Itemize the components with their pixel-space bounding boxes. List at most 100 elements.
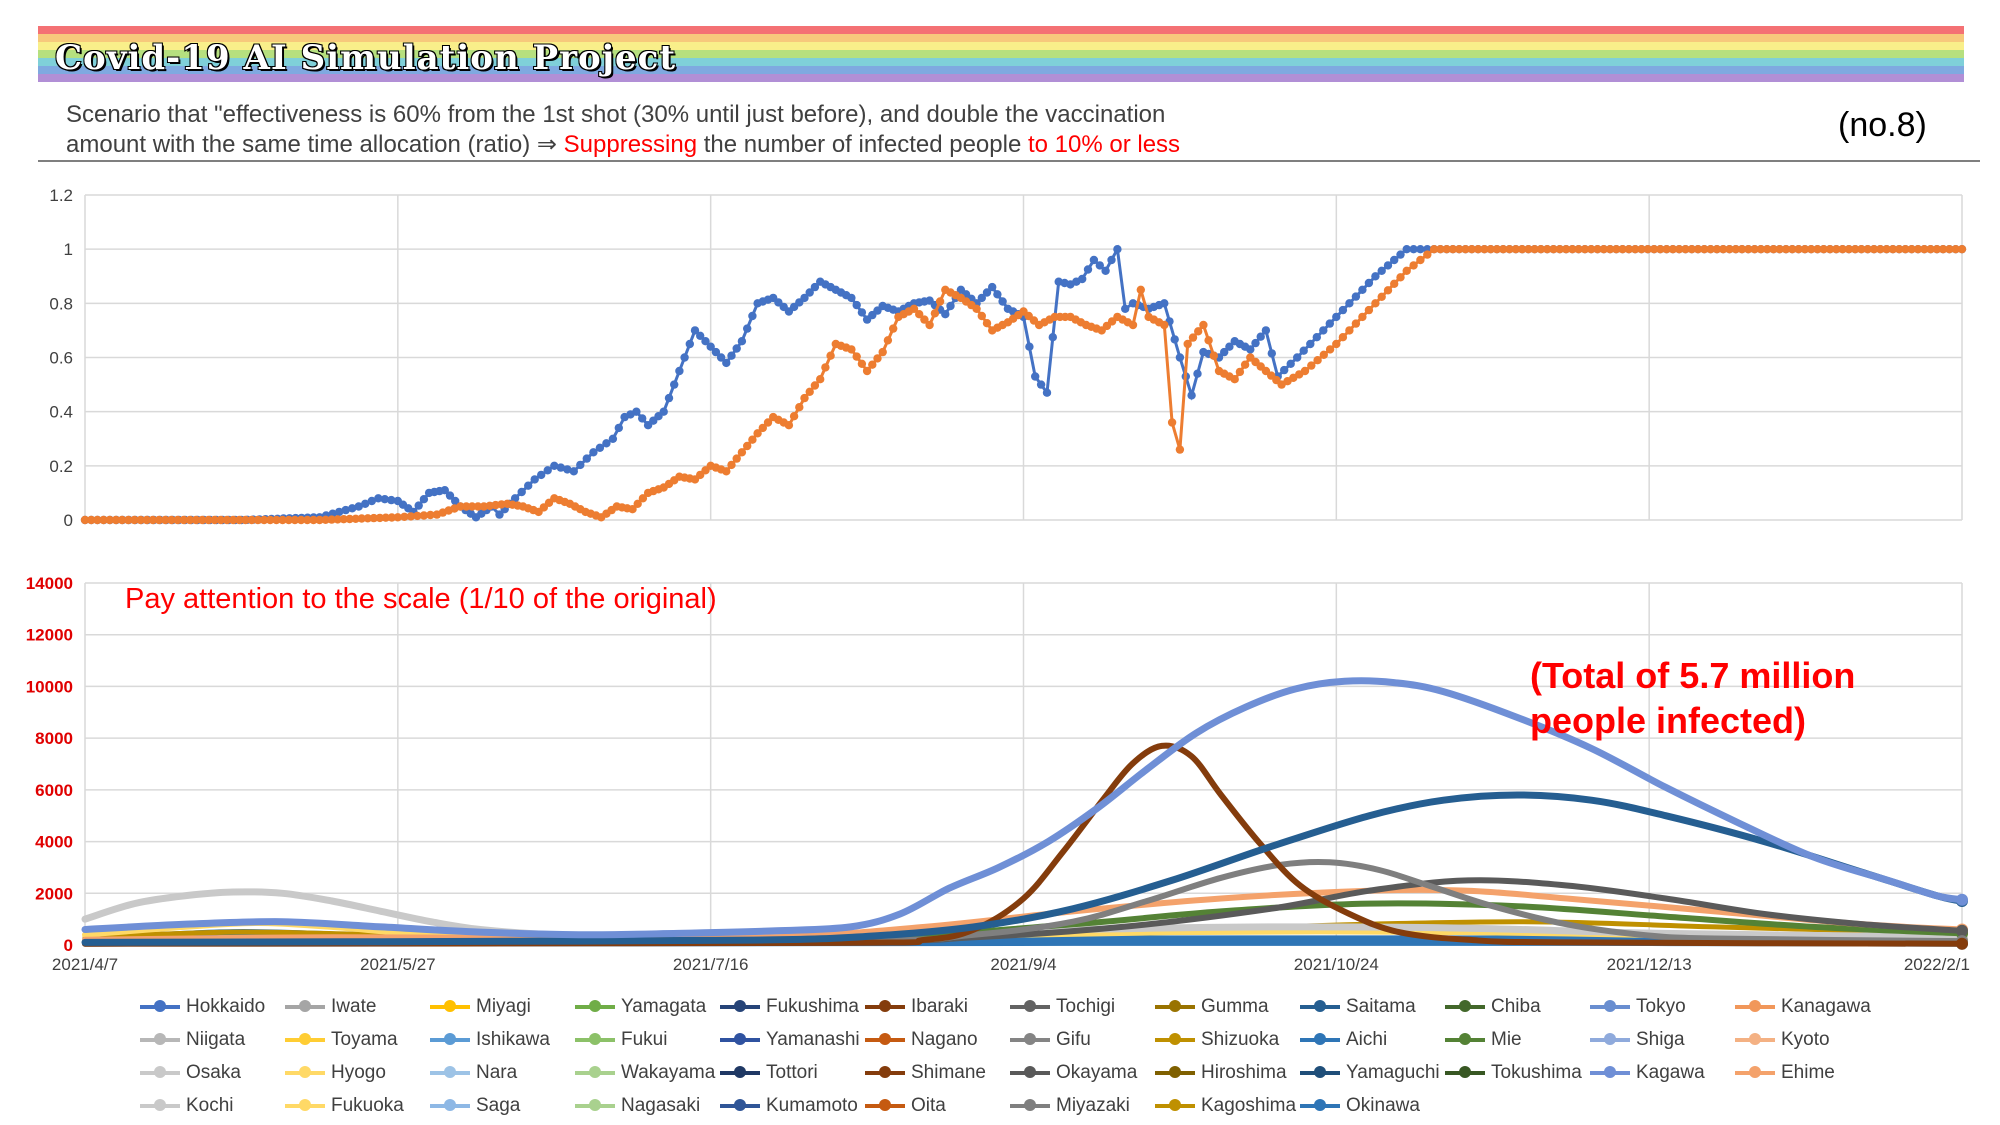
top-series-point <box>737 337 747 346</box>
top-series-point <box>935 297 945 306</box>
legend-item: Osaka <box>140 1059 241 1087</box>
top-series-point <box>1857 245 1866 254</box>
top-series-point <box>941 310 950 319</box>
legend-item: Yamanashi <box>720 1026 860 1054</box>
legend-label: Okinawa <box>1346 1095 1420 1116</box>
rainbow-stripe <box>38 42 1964 50</box>
series-end-marker <box>1956 937 1968 950</box>
top-series-point <box>1101 266 1110 275</box>
top-series-point <box>1299 346 1308 355</box>
top-series-point <box>1869 245 1879 254</box>
top-series-point <box>1128 320 1138 330</box>
legend-swatch <box>1010 1066 1050 1078</box>
bottom-y-tick-label: 12000 <box>26 626 73 645</box>
legend-swatch <box>1155 1000 1195 1012</box>
top-series-point <box>1319 326 1328 335</box>
legend-swatch <box>140 1000 180 1012</box>
top-series-point <box>1631 245 1640 254</box>
legend-swatch <box>1300 1099 1340 1111</box>
legend-item: Nagano <box>865 1026 978 1054</box>
legend-item: Hiroshima <box>1155 1059 1287 1087</box>
header-divider <box>38 160 1980 162</box>
top-series-point <box>1473 245 1483 254</box>
legend-label: Kyoto <box>1781 1029 1830 1050</box>
top-series-point <box>1225 342 1234 351</box>
top-series-point <box>278 515 287 525</box>
legend-label: Chiba <box>1491 996 1541 1017</box>
top-series-point <box>1042 388 1052 397</box>
top-series-point <box>1371 272 1380 281</box>
top-series-point <box>1656 245 1665 254</box>
top-series-point <box>524 481 533 490</box>
top-series-point <box>1612 245 1621 254</box>
top-series-point <box>1332 339 1341 349</box>
top-series-point <box>680 353 689 362</box>
legend-swatch <box>430 1099 470 1111</box>
bottom-y-tick-label: 8000 <box>35 729 73 748</box>
legend-swatch <box>1735 1033 1775 1045</box>
top-series-point <box>117 515 127 525</box>
top-series-point <box>375 513 384 523</box>
top-series-point <box>543 466 552 475</box>
top-series-point <box>259 515 269 525</box>
top-series-point <box>1220 347 1229 357</box>
bottom-y-tick-label: 10000 <box>26 677 73 696</box>
top-series-point <box>706 342 715 351</box>
top-series-point <box>1681 245 1690 254</box>
top-series-point <box>445 491 455 500</box>
bottom-x-tick-label: 2021/9/4 <box>990 955 1056 974</box>
top-series-point <box>1580 245 1590 254</box>
top-series-point <box>852 352 861 361</box>
total-annotation-line-1: (Total of 5.7 million <box>1530 655 1855 696</box>
legend-item: Fukui <box>575 1026 667 1054</box>
top-series-point <box>1480 245 1489 254</box>
top-series-point <box>753 429 762 438</box>
top-series-point <box>357 514 366 523</box>
top-series-point <box>920 315 929 324</box>
legend-label: Kumamoto <box>766 1095 858 1116</box>
top-series-point <box>1402 266 1411 275</box>
top-series-point <box>1524 245 1533 254</box>
bottom-x-tick-label: 2022/2/1 <box>1904 955 1970 974</box>
top-series-point <box>1712 245 1722 254</box>
top-series-point <box>1167 418 1177 427</box>
legend-item: Iwate <box>285 993 376 1021</box>
top-series-point <box>1048 333 1058 342</box>
top-series-point <box>204 515 213 525</box>
top-series-point <box>1383 286 1393 295</box>
legend-label: Saitama <box>1346 996 1416 1017</box>
top-series-point <box>136 515 145 525</box>
top-series-point <box>628 505 637 514</box>
top-series-point <box>406 512 416 521</box>
top-series-point <box>576 460 585 470</box>
top-series-point <box>946 301 955 311</box>
top-series-point <box>348 504 357 513</box>
series-line-saitama <box>81 791 1966 946</box>
top-series-point <box>1499 245 1508 254</box>
legend-item: Gifu <box>1010 1026 1091 1054</box>
legend-item: Chiba <box>1445 993 1541 1021</box>
top-series-point <box>1800 245 1810 254</box>
legend-swatch <box>1155 1099 1195 1111</box>
scenario-highlight-target: to 10% or less <box>1027 131 1181 158</box>
series-end-marker <box>1956 893 1968 906</box>
top-series-point <box>1618 245 1627 254</box>
legend-swatch <box>285 1066 325 1078</box>
top-series-point <box>185 515 195 525</box>
top-series-point <box>1838 245 1847 254</box>
top-series-point <box>235 515 244 525</box>
top-series-point <box>816 375 825 384</box>
legend-label: Shiga <box>1636 1029 1685 1050</box>
legend-label: Osaka <box>186 1062 241 1083</box>
legend-label: Fukuoka <box>331 1095 404 1116</box>
top-chart-series <box>80 244 1967 525</box>
top-series-point <box>367 496 376 506</box>
top-series-point <box>664 393 674 403</box>
top-series-point <box>1199 320 1208 330</box>
legend-item: Okinawa <box>1300 1092 1420 1120</box>
bottom-x-tick-label: 2021/5/27 <box>360 955 436 974</box>
top-series-point <box>363 514 372 523</box>
top-series-point <box>1187 391 1196 400</box>
legend-label: Iwate <box>331 996 377 1017</box>
legend-label: Shimane <box>911 1062 986 1083</box>
